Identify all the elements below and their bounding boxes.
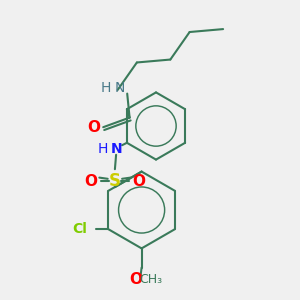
Text: N: N xyxy=(110,142,122,156)
Text: O: O xyxy=(87,120,100,135)
Text: O: O xyxy=(84,174,98,189)
Text: Cl: Cl xyxy=(72,222,87,236)
Text: N: N xyxy=(115,81,125,94)
Text: H: H xyxy=(98,142,108,156)
Text: O: O xyxy=(129,272,142,287)
Text: H: H xyxy=(100,81,111,94)
Text: O: O xyxy=(132,174,146,189)
Text: S: S xyxy=(109,172,121,190)
Text: CH₃: CH₃ xyxy=(140,273,163,286)
